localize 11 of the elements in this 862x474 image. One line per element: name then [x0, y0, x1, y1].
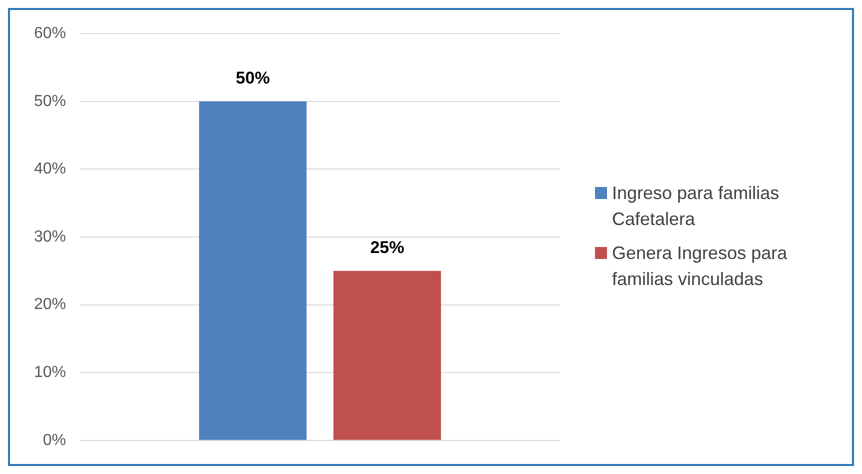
data-label: 50%	[236, 68, 270, 88]
y-tick-label: 50%	[34, 92, 66, 110]
data-label: 25%	[370, 238, 404, 258]
y-tick-label: 0%	[42, 432, 66, 449]
legend-label: Ingreso para familias Cafetalera	[612, 182, 780, 231]
legend-label: Genera Ingresos para familias vinculadas	[612, 242, 788, 291]
y-tick-label: 40%	[34, 160, 66, 178]
y-tick-label: 10%	[34, 364, 66, 382]
y-tick-label: 30%	[34, 228, 66, 246]
y-tick-label: 60%	[34, 25, 66, 42]
y-tick-label: 20%	[34, 296, 66, 314]
